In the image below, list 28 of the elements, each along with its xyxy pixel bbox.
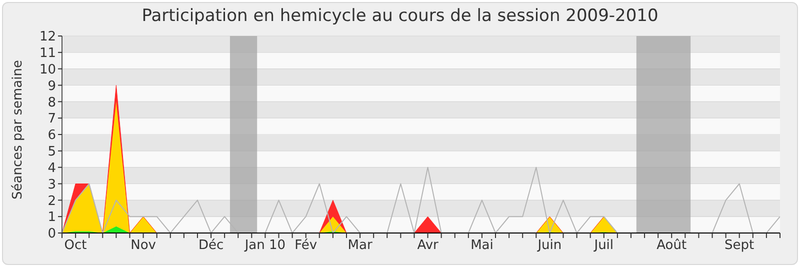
y-tick-label: 10: [39, 62, 56, 78]
x-tick-label: Jan 10: [244, 238, 286, 254]
y-tick-label: 9: [48, 78, 56, 94]
y-tick-label: 0: [48, 226, 56, 242]
y-tick-label: 7: [48, 112, 56, 127]
y-tick-label: 4: [48, 160, 56, 176]
x-tick-label: Sept: [724, 238, 754, 254]
line-series: [62, 166, 780, 233]
chart-title: Participation en hemicycle au cours de la session 2009-2010: [140, 6, 660, 26]
y-tick-label: 11: [39, 46, 56, 62]
y-tick-label: 5: [48, 144, 56, 160]
x-tick-label: Fév: [294, 238, 318, 254]
y-tick-label: 6: [48, 128, 56, 144]
x-tick-label: Nov: [130, 238, 156, 254]
x-tick-label: Mai: [470, 238, 494, 254]
y-tick-label: 8: [48, 95, 56, 110]
y-tick-label: 3: [48, 177, 56, 192]
y-tick-label: 12: [39, 30, 56, 45]
x-tick-label: Oct: [64, 238, 87, 254]
x-tick-label: Avr: [417, 238, 440, 254]
x-tick-label: Juin: [536, 238, 562, 254]
x-tick-label: Juil: [593, 238, 614, 254]
x-tick-label: Août: [656, 238, 687, 254]
y-tick-label: 2: [48, 194, 56, 209]
y-axis-title: Séances par semaine: [10, 60, 26, 200]
x-tick-label: Déc: [198, 238, 224, 254]
x-tick-label: Mar: [348, 238, 373, 254]
y-tick-label: 1: [48, 210, 56, 226]
